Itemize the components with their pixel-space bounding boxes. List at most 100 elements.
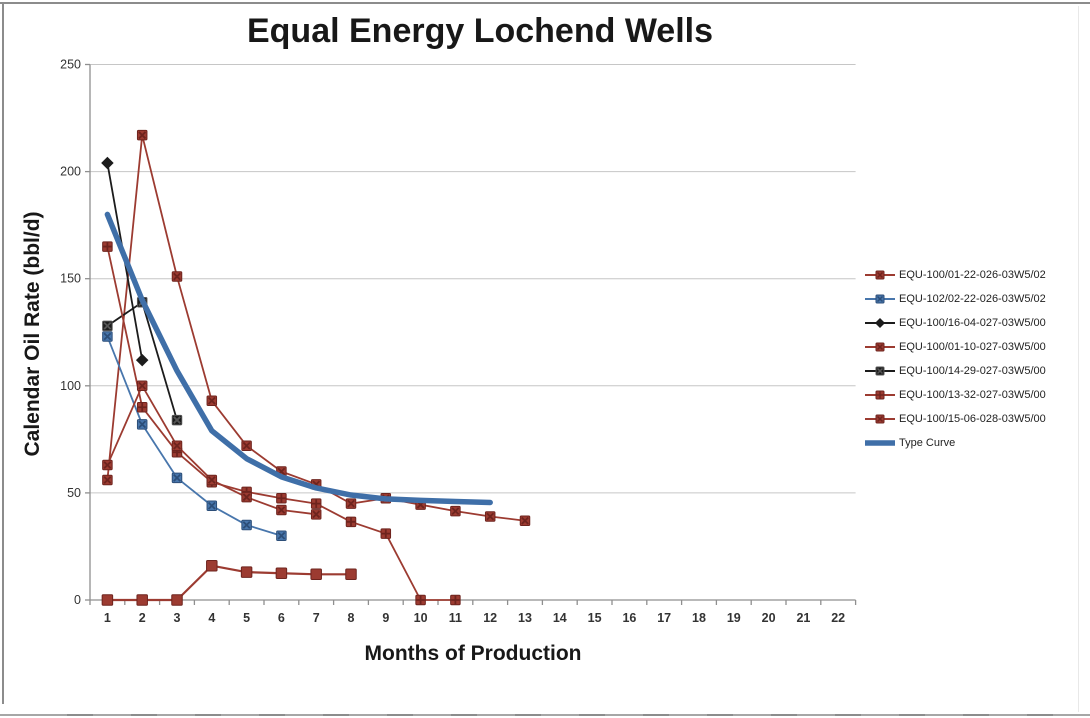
series-marker-square[interactable] bbox=[101, 594, 114, 606]
marker-x-glyph bbox=[103, 476, 112, 484]
marker-x-glyph bbox=[207, 396, 216, 405]
sheet-edge-bottom bbox=[0, 714, 1090, 716]
legend-item[interactable]: EQU-100/01-22-026-03W5/02 bbox=[864, 263, 1076, 287]
marker-x-glyph bbox=[242, 493, 251, 502]
series-marker-square[interactable] bbox=[206, 559, 218, 572]
x-tick-label: 6 bbox=[278, 611, 285, 625]
x-tick-label: 9 bbox=[382, 611, 389, 625]
marker-plus-glyph bbox=[451, 595, 460, 605]
series-equ-100-15-06-028-03w5-00[interactable] bbox=[102, 380, 322, 520]
series-line[interactable] bbox=[106, 564, 353, 602]
legend-item[interactable]: EQU-102/02-22-026-03W5/02 bbox=[864, 287, 1076, 311]
series-type-curve[interactable] bbox=[104, 211, 493, 506]
sheet-column-separator bbox=[259, 714, 285, 716]
marker-x-glyph bbox=[138, 131, 147, 140]
x-tick-label: 5 bbox=[243, 611, 250, 625]
sheet-column-separator bbox=[195, 714, 221, 716]
x-tick-label: 3 bbox=[174, 611, 181, 625]
legend-item-label: EQU-100/01-10-027-03W5/00 bbox=[899, 341, 1046, 353]
legend-marker-icon bbox=[865, 270, 895, 280]
series-marker-square[interactable] bbox=[240, 566, 253, 578]
y-tick-label: 150 bbox=[60, 272, 81, 286]
sheet-column-separator bbox=[387, 714, 413, 716]
marker-x-glyph bbox=[521, 516, 529, 525]
marker-x-glyph bbox=[103, 332, 112, 341]
x-axis-title: Months of Production bbox=[364, 642, 582, 665]
marker-x-glyph bbox=[451, 507, 460, 515]
y-tick-label: 200 bbox=[60, 165, 81, 179]
legend-marker-icon bbox=[865, 366, 895, 376]
marker-plus-glyph bbox=[103, 242, 112, 251]
series-equ-100-01-22-026-03w5-02[interactable] bbox=[102, 129, 531, 526]
legend-item[interactable]: Type Curve bbox=[864, 431, 1076, 455]
marker-x-glyph bbox=[207, 501, 216, 510]
x-tick-label: 14 bbox=[553, 611, 567, 625]
marker-x-glyph bbox=[347, 499, 355, 508]
x-tick-label: 18 bbox=[692, 611, 706, 625]
series-line[interactable] bbox=[106, 245, 457, 601]
sheet-gridline bbox=[1078, 6, 1079, 712]
chart-border-top bbox=[0, 2, 1090, 4]
legend-item-label: EQU-100/01-22-026-03W5/02 bbox=[899, 269, 1046, 281]
sheet-column-separator bbox=[963, 714, 989, 716]
marker-plus-glyph bbox=[137, 402, 147, 412]
series-line[interactable] bbox=[106, 335, 283, 537]
legend-item[interactable]: EQU-100/15-06-028-03W5/00 bbox=[864, 407, 1076, 431]
series-equ-102-02-22-026-03w5-02[interactable] bbox=[102, 331, 287, 541]
x-tick-label: 10 bbox=[414, 611, 428, 625]
marker-x-glyph bbox=[138, 420, 147, 429]
series-marker-square[interactable] bbox=[275, 567, 288, 579]
sheet-column-separator bbox=[707, 714, 733, 716]
x-tick-label: 22 bbox=[831, 611, 845, 625]
legend-item-label: EQU-100/16-04-027-03W5/00 bbox=[899, 317, 1046, 329]
marker-plus-glyph bbox=[346, 517, 356, 527]
legend-marker-icon bbox=[865, 414, 895, 424]
series-line[interactable] bbox=[106, 134, 526, 522]
series-line[interactable] bbox=[104, 211, 493, 506]
marker-plus-glyph bbox=[277, 494, 286, 503]
marker-x-glyph bbox=[277, 506, 286, 514]
x-tick-label: 19 bbox=[727, 611, 741, 625]
legend-item[interactable]: EQU-100/16-04-027-03W5/00 bbox=[864, 311, 1076, 335]
series-marker-square[interactable] bbox=[171, 594, 183, 606]
x-tick-label: 12 bbox=[483, 611, 497, 625]
series-equ-100-13-32-027-03w5-00[interactable] bbox=[102, 241, 461, 606]
y-tick-label: 0 bbox=[74, 593, 81, 607]
x-tick-label: 16 bbox=[622, 611, 636, 625]
series-marker-diamond[interactable] bbox=[101, 156, 114, 170]
marker-x-glyph bbox=[173, 441, 181, 450]
marker-x-glyph bbox=[103, 321, 112, 330]
chart-title: Equal Energy Lochend Wells bbox=[246, 12, 714, 50]
series-equ-100-01-10-027-03w5-00[interactable] bbox=[101, 559, 357, 606]
legend-item-label: EQU-102/02-22-026-03W5/02 bbox=[899, 293, 1046, 305]
sheet-column-separator bbox=[771, 714, 797, 716]
legend-item[interactable]: EQU-100/01-10-027-03W5/00 bbox=[864, 335, 1076, 359]
legend-item[interactable]: EQU-100/14-29-027-03W5/00 bbox=[864, 359, 1076, 383]
marker-x-glyph bbox=[207, 476, 216, 484]
x-tick-label: 15 bbox=[588, 611, 602, 625]
y-tick-label: 100 bbox=[60, 379, 81, 393]
marker-plus-glyph bbox=[416, 595, 425, 605]
y-tick-label: 50 bbox=[67, 486, 81, 500]
legend-item-label: EQU-100/14-29-027-03W5/00 bbox=[899, 365, 1046, 377]
x-tick-label: 13 bbox=[518, 611, 532, 625]
sheet-column-separator bbox=[835, 714, 861, 716]
legend-marker-icon bbox=[865, 342, 895, 352]
marker-x-glyph bbox=[242, 521, 251, 529]
x-tick-label: 1 bbox=[104, 611, 111, 625]
series-marker-square[interactable] bbox=[345, 568, 357, 581]
legend-item-label: EQU-100/15-06-028-03W5/00 bbox=[899, 413, 1046, 425]
y-tick-label: 250 bbox=[60, 58, 81, 72]
marker-x-glyph bbox=[103, 461, 112, 469]
legend-marker-icon bbox=[865, 390, 895, 400]
x-tick-label: 7 bbox=[313, 611, 320, 625]
series-marker-diamond[interactable] bbox=[135, 353, 149, 367]
series-marker-square[interactable] bbox=[136, 594, 148, 606]
sheet-column-separator bbox=[515, 714, 541, 716]
sheet-column-separator bbox=[1027, 714, 1053, 716]
marker-plus-glyph bbox=[381, 529, 391, 538]
series-marker-square[interactable] bbox=[310, 568, 322, 581]
sheet-column-separator bbox=[579, 714, 605, 716]
legend-item[interactable]: EQU-100/13-32-027-03W5/00 bbox=[864, 383, 1076, 407]
